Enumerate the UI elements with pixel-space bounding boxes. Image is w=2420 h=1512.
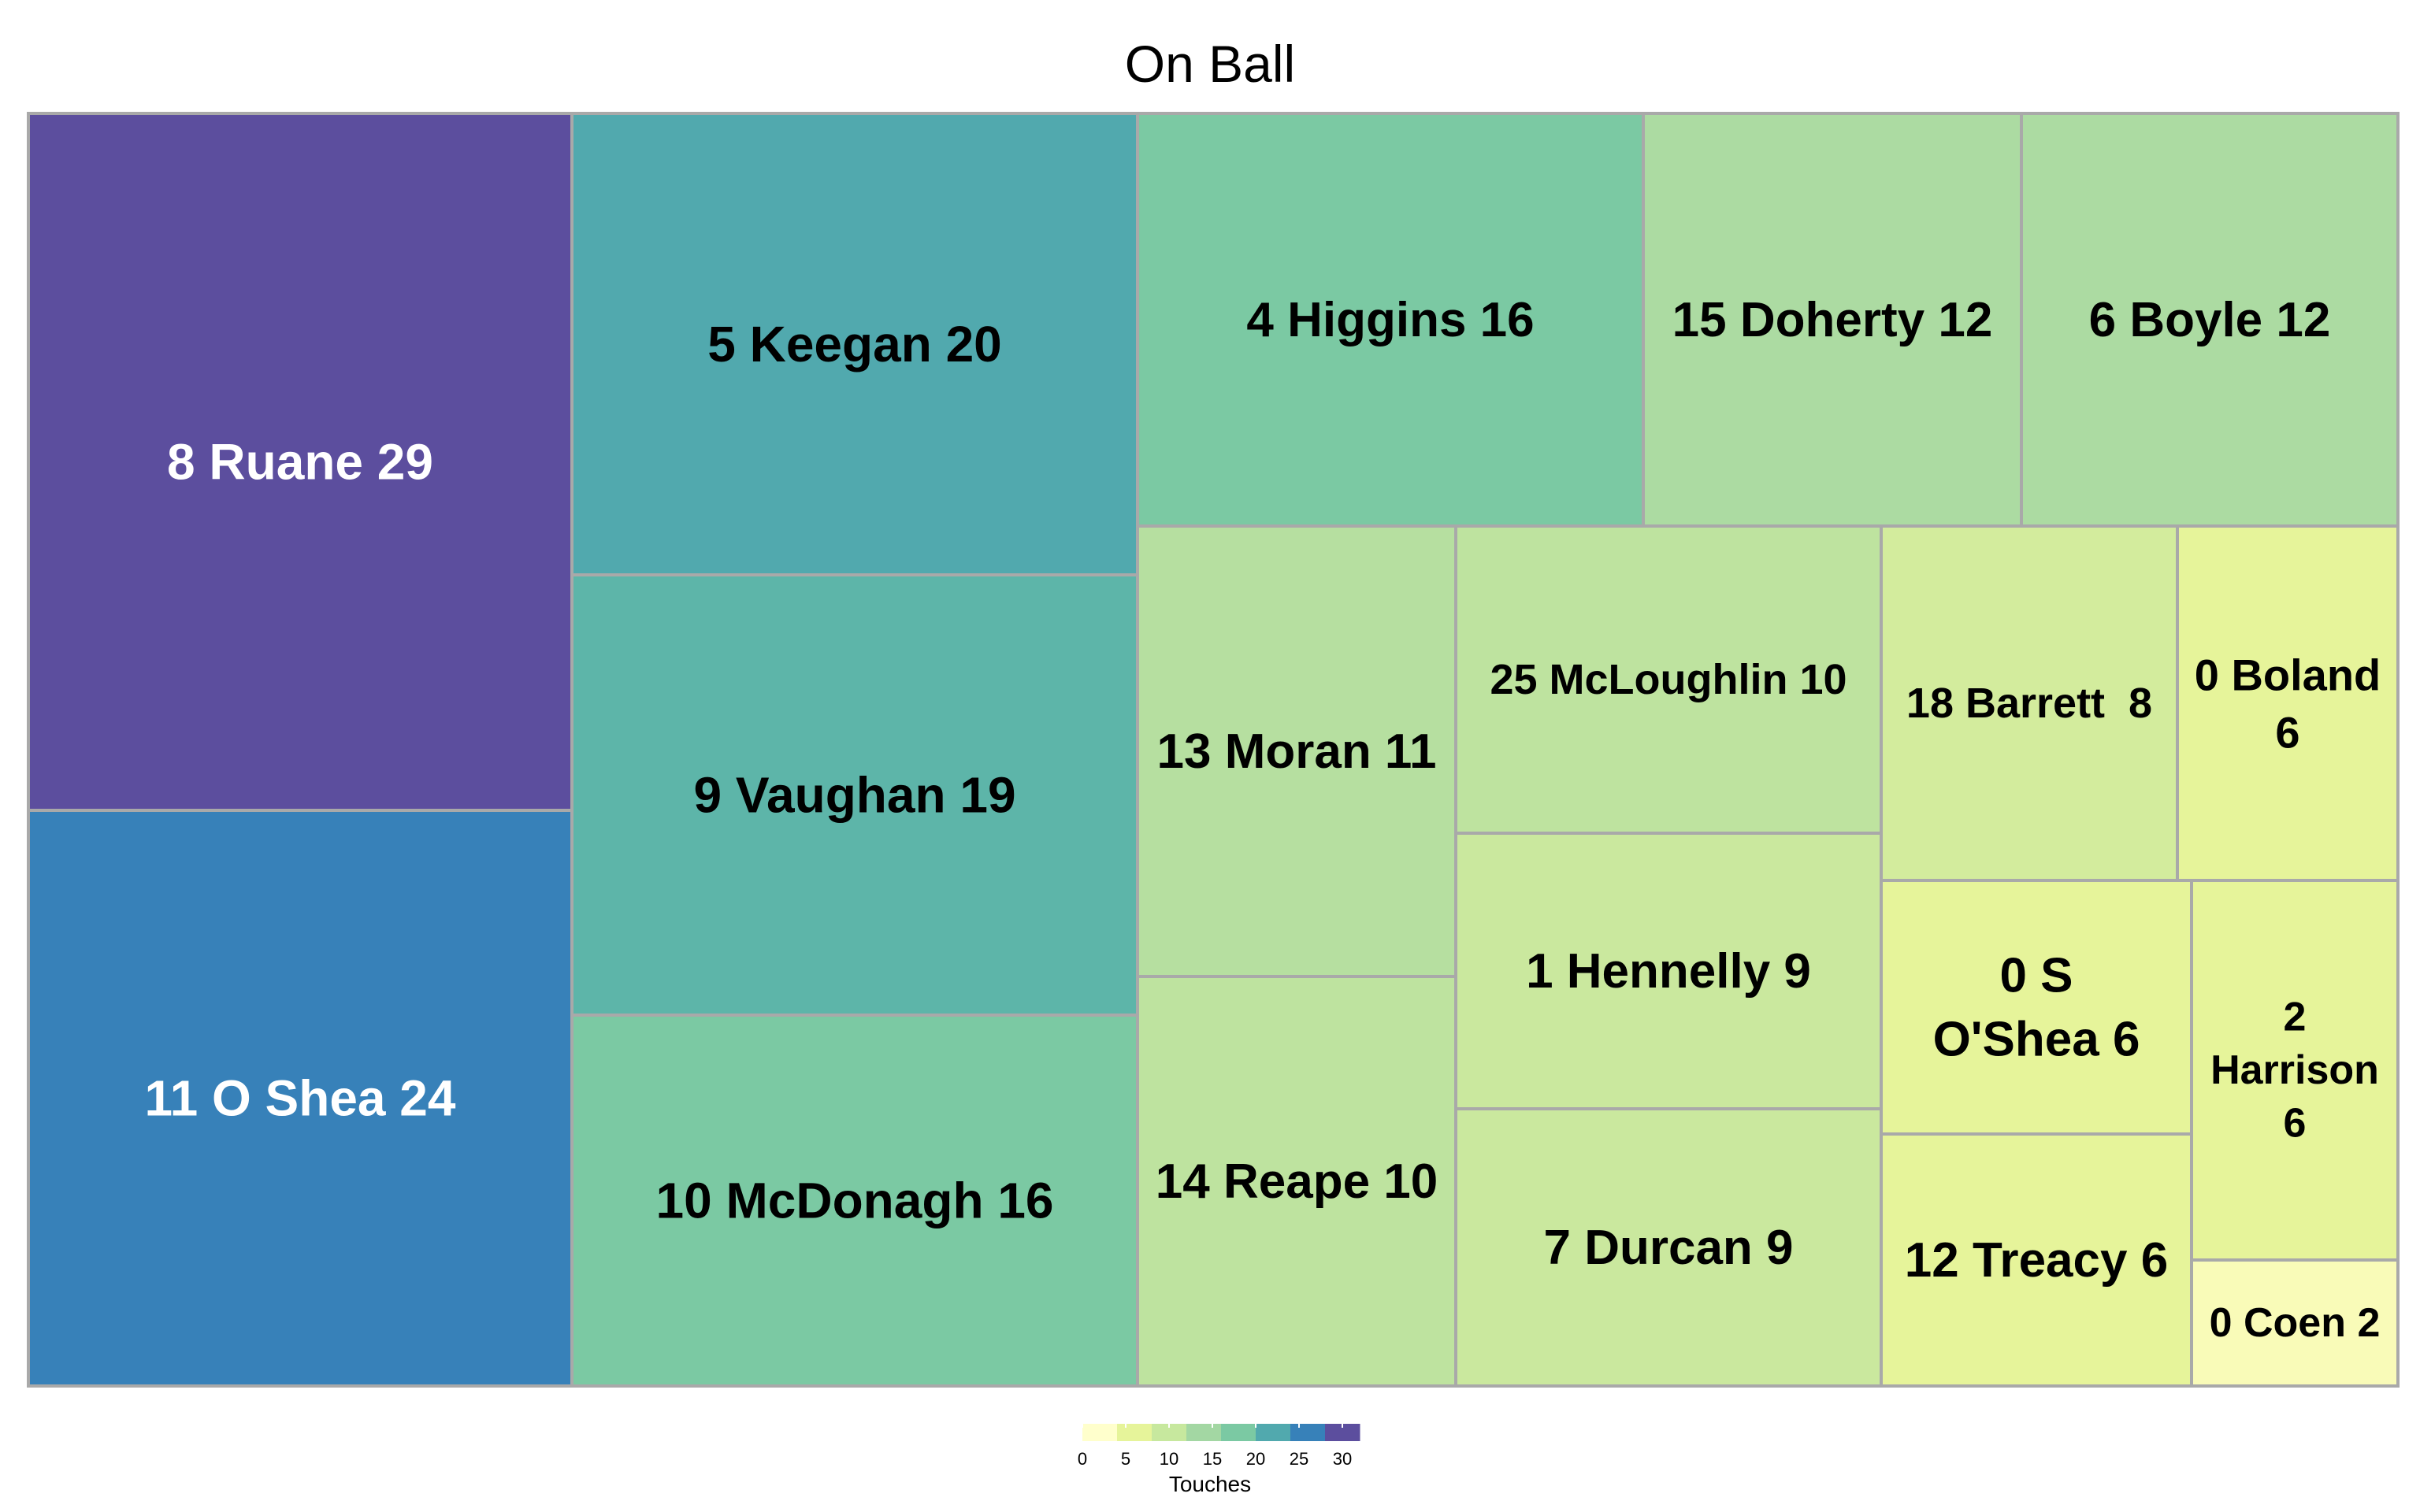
- treemap-tile-rect: [570, 1014, 1139, 1388]
- legend-tick-label: 25: [1290, 1449, 1308, 1469]
- treemap-tile: 13 Moran 11: [1136, 524, 1457, 978]
- legend-title: Touches: [1169, 1472, 1251, 1496]
- treemap-tile-rect: [2190, 1258, 2400, 1388]
- treemap-tile-rect: [2020, 112, 2400, 528]
- legend-swatch: [1117, 1424, 1152, 1441]
- treemap-tile-label: 14 Reape 10: [1156, 1154, 1438, 1209]
- treemap-tile-label: 9 Vaughan 19: [693, 767, 1015, 824]
- treemap-tile-label: 10 McDonagh 16: [655, 1173, 1053, 1229]
- legend-tick-label: 10: [1160, 1449, 1178, 1469]
- treemap-tile-rect: [1454, 832, 1883, 1110]
- treemap-tile-label: 1 Hennelly 9: [1526, 944, 1811, 999]
- legend-swatch: [1221, 1424, 1256, 1441]
- treemap-tile: 0 Coen 2: [2190, 1258, 2400, 1388]
- treemap-tile-label: 25 McLoughlin 10: [1490, 656, 1847, 703]
- treemap-tile-label: 12 Treacy 6: [1905, 1233, 2168, 1288]
- color-legend: 0 5 10 15 20 25 30 Touches: [1078, 1424, 1360, 1496]
- treemap-tile: 25 McLoughlin 10: [1454, 524, 1883, 835]
- treemap-tile-label: 4 Higgins 16: [1246, 293, 1534, 347]
- treemap-tile-rect: [1880, 524, 2179, 882]
- legend-swatch: [1186, 1424, 1222, 1441]
- treemap-tile-rect: [1136, 112, 1645, 528]
- treemap-tile: 18 Barrett 8: [1880, 524, 2179, 882]
- treemap-tiles: 8 Ruane 29 11 O Shea 24 5 Keegan 20 9 Vaugh…: [27, 112, 2400, 1388]
- treemap-tile-label: 2 Harrison 6: [2210, 994, 2379, 1146]
- treemap-tile-label: 11 O Shea 24: [145, 1070, 456, 1127]
- treemap-tile: 8 Ruane 29: [27, 112, 573, 812]
- legend-tick-labels: 0 5 10 15 20 25 30: [1078, 1424, 1352, 1469]
- legend-color-bar: [1082, 1424, 1360, 1441]
- legend-tick-label: 15: [1203, 1449, 1222, 1469]
- treemap-tile: 9 Vaughan 19: [570, 573, 1139, 1017]
- treemap-tile-label: 18 Barrett 8: [1906, 680, 2152, 727]
- legend-swatch: [1290, 1424, 1326, 1441]
- treemap-tile-rect: [1136, 975, 1457, 1388]
- treemap-tile: 2 Harrison 6: [2190, 879, 2400, 1262]
- treemap-tile-label: 0 Coen 2: [2210, 1300, 2381, 1346]
- treemap-tile-rect: [27, 112, 573, 812]
- treemap-tile-rect: [27, 809, 573, 1388]
- treemap-tile: 0 S O'Shea 6: [1880, 879, 2193, 1136]
- legend-tick-label: 0: [1078, 1449, 1087, 1469]
- treemap-tile: 4 Higgins 16: [1136, 112, 1645, 528]
- treemap-tile: 12 Treacy 6: [1880, 1132, 2193, 1388]
- legend-swatch: [1325, 1424, 1360, 1441]
- legend-swatch: [1152, 1424, 1187, 1441]
- treemap-tile: 1 Hennelly 9: [1454, 832, 1883, 1110]
- legend-swatch: [1082, 1424, 1118, 1441]
- treemap-tile: 14 Reape 10: [1136, 975, 1457, 1388]
- treemap-tile-label: 13 Moran 11: [1157, 724, 1437, 779]
- treemap-tile: 6 Boyle 12: [2020, 112, 2400, 528]
- treemap-tile-rect: [570, 112, 1139, 576]
- treemap-tile-label: 5 Keegan 20: [707, 316, 1002, 372]
- legend-swatch: [1256, 1424, 1291, 1441]
- treemap-tile-rect: [1880, 1132, 2193, 1388]
- treemap-tile: 10 McDonagh 16: [570, 1014, 1139, 1388]
- treemap-tile-label: 15 Doherty 12: [1672, 293, 1993, 347]
- treemap-tile-rect: [570, 573, 1139, 1017]
- chart-title: On Ball: [1125, 35, 1295, 93]
- treemap-tile-label: 0 S O'Shea 6: [1933, 948, 2140, 1066]
- treemap-tile: 11 O Shea 24: [27, 809, 573, 1388]
- treemap-tile-label: 0 Boland 6: [2195, 650, 2381, 757]
- treemap-tile-label: 6 Boyle 12: [2089, 293, 2331, 347]
- treemap-tile-rect: [1880, 879, 2193, 1136]
- legend-tick-label: 20: [1246, 1449, 1265, 1469]
- treemap-tile-label: 7 Durcan 9: [1543, 1221, 1793, 1275]
- treemap-tile: 7 Durcan 9: [1454, 1107, 1883, 1388]
- treemap-tile: 0 Boland 6: [2176, 524, 2400, 882]
- treemap-tile-rect: [2176, 524, 2400, 882]
- legend-tick-label: 5: [1121, 1449, 1130, 1469]
- treemap-tile: 15 Doherty 12: [1642, 112, 2023, 528]
- treemap-tile-label: 8 Ruane 29: [167, 434, 433, 491]
- treemap-tile-rect: [1454, 1107, 1883, 1388]
- legend-tick-label: 30: [1333, 1449, 1352, 1469]
- treemap-tile: 5 Keegan 20: [570, 112, 1139, 576]
